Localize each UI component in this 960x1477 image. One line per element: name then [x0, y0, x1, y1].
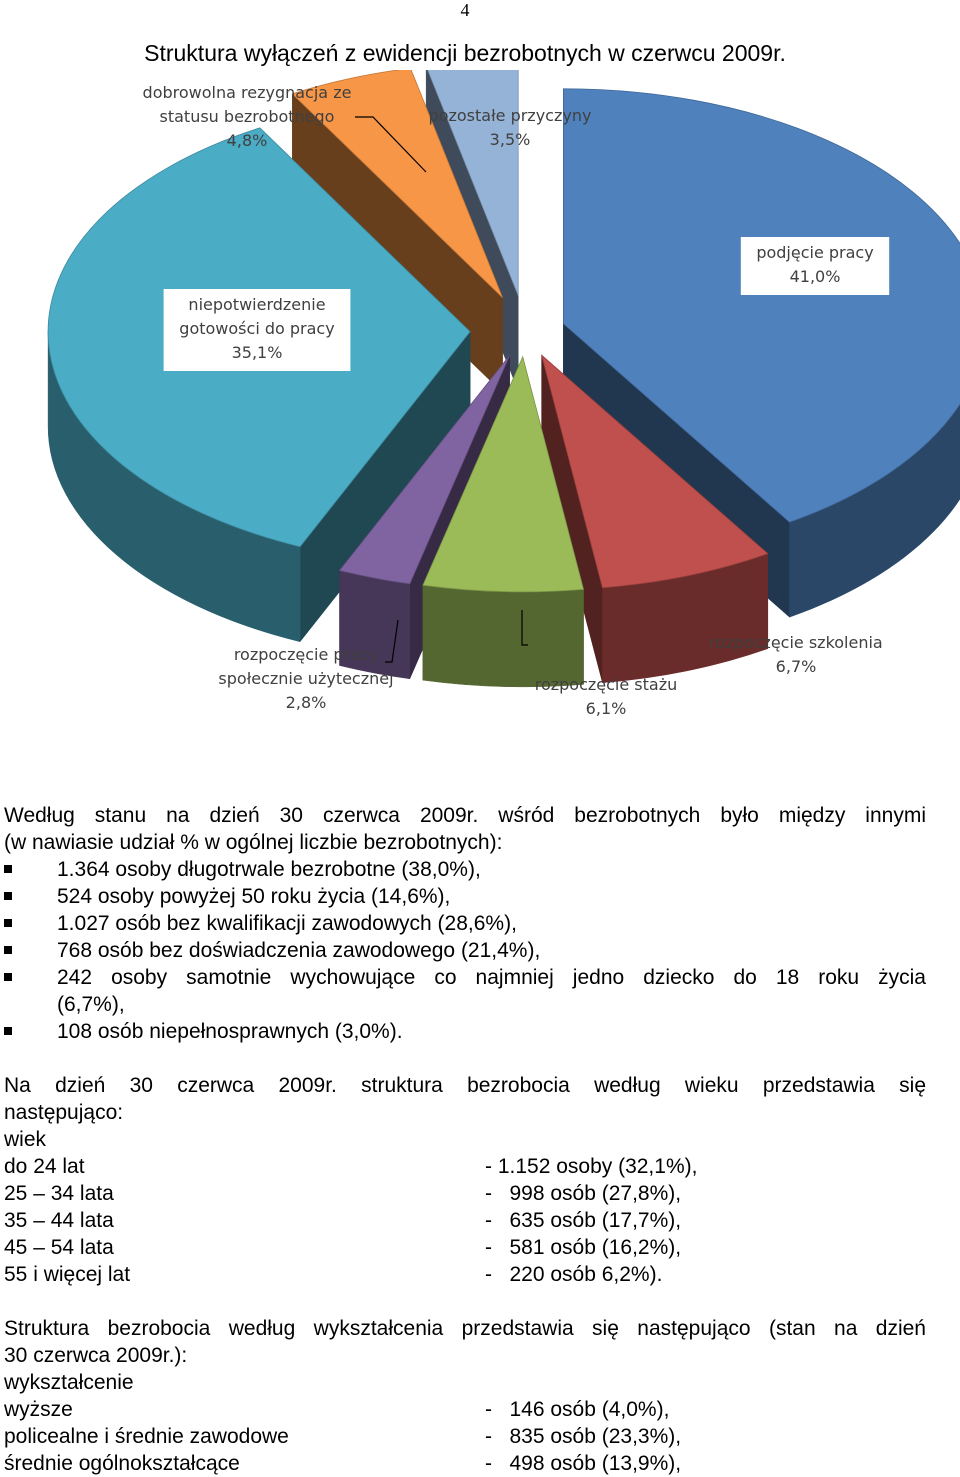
pie-slice-rozpoczecie-stazu [422, 355, 585, 688]
slice-label-line: 6,1% [586, 699, 627, 718]
pie-chart: podjęcie pracy 41,0% rozpoczęcie szkolenia… [47, 70, 960, 718]
slice-label-line: pozostałe przyczyny [429, 106, 592, 125]
leader-line-prace-spoleczne [385, 619, 399, 663]
table-row: 35 – 44 lata - 635 osób (17,7%), [4, 1209, 682, 1232]
slice-label-line: społecznie użytecznej [218, 669, 393, 688]
table-row: 25 – 34 lata - 998 osób (27,8%), [4, 1182, 682, 1205]
list-item: 108 osób niepełnosprawnych (3,0%). [4, 1018, 926, 1045]
slice-label-line: 3,5% [490, 130, 531, 149]
slice-label-line: 41,0% [790, 267, 841, 286]
slice-label-line: 35,1% [232, 343, 283, 362]
age-heading: wiek [4, 1128, 47, 1151]
section-age: Na dzień 30 czerwca 2009r. struktura bez… [4, 1072, 926, 1288]
section3-intro: Struktura bezrobocia według wykształceni… [4, 1317, 926, 1340]
table-row: średnie ogólnokształcące - 498 osób (13,9… [4, 1452, 682, 1475]
slice-label-pozostale: pozostałe przyczyny 3,5% [429, 106, 592, 149]
slice-label-dobrowolna-rezygnacja: dobrowolna rezygnacja ze statusu bezrobot… [143, 83, 352, 150]
leader-line-dobrowolna-rezygnacja [355, 116, 427, 173]
special-groups-list: 1.364 osoby długotrwale bezrobotne (38,0… [4, 856, 926, 1045]
section1-intro-2: (w nawiasie udział % w ogólnej liczbie b… [4, 831, 503, 854]
slice-label-line: rozpoczęcie stażu [535, 675, 678, 694]
chart-title: Struktura wyłączeń z ewidencji bezrobotn… [144, 40, 786, 66]
pie-slice-rozpoczecie-szkolenia [540, 354, 769, 684]
leader-line-rozpoczecie-stazu [521, 610, 528, 646]
list-item: 1.027 osób bez kwalifikacji zawodowych (… [4, 910, 926, 937]
table-row: policealne i średnie zawodowe - 835 osób … [4, 1425, 682, 1448]
table-row: wyższe - 146 osób (4,0%), [4, 1398, 670, 1421]
slice-label-line: rozpoczęcie szkolenia [709, 633, 882, 652]
section3-intro-2: 30 czerwca 2009r.): [4, 1344, 188, 1367]
slice-label-line: 4,8% [227, 131, 268, 150]
section-special-groups: Według stanu na dzień 30 czerwca 2009r. … [4, 802, 926, 1045]
table-row: do 24 lat - 1.152 osoby (32,1%), [4, 1155, 698, 1178]
table-row: 45 – 54 lata - 581 osób (16,2%), [4, 1236, 682, 1259]
list-item: 242 osoby samotnie wychowujące co najmni… [4, 964, 926, 991]
section2-intro: Na dzień 30 czerwca 2009r. struktura bez… [4, 1074, 926, 1097]
slice-label-line: gotowości do pracy [179, 319, 334, 338]
page-number: 4 [460, 0, 470, 20]
slice-label-prace-spoleczne: rozpoczęcie pracy społecznie użytecznej 2,… [218, 645, 393, 712]
list-item: 1.364 osoby długotrwale bezrobotne (38,0… [4, 856, 926, 883]
list-item-continuation: (6,7%), [57, 993, 125, 1016]
slice-label-line: statusu bezrobotnego [160, 107, 335, 126]
section-education: Struktura bezrobocia według wykształceni… [4, 1315, 926, 1477]
education-heading: wykształcenie [4, 1371, 134, 1394]
slice-label-line: 2,8% [286, 693, 327, 712]
section1-intro: Według stanu na dzień 30 czerwca 2009r. … [4, 804, 926, 827]
slice-label-line: 6,7% [776, 657, 817, 676]
section2-intro-2: następująco: [4, 1101, 124, 1124]
list-item: 768 osób bez doświadczenia zawodowego (2… [4, 937, 926, 964]
slice-label-podjecie-pracy: podjęcie pracy 41,0% [740, 237, 890, 295]
slice-label-line: niepotwierdzenie [188, 295, 325, 314]
slice-label-niepotwierdzenie: niepotwierdzenie gotowości do pracy 35,1% [163, 289, 351, 371]
slice-label-line: podjęcie pracy [756, 243, 873, 262]
table-row: 55 i więcej lat - 220 osób 6,2%). [4, 1263, 663, 1286]
slice-label-rozpoczecie-stazu: rozpoczęcie stażu 6,1% [535, 675, 678, 718]
slice-label-line: rozpoczęcie pracy [234, 645, 378, 664]
slice-label-rozpoczecie-szkolenia: rozpoczęcie szkolenia 6,7% [709, 633, 882, 676]
list-item: 524 osoby powyżej 50 roku życia (14,6%), [4, 883, 926, 910]
slice-label-line: dobrowolna rezygnacja ze [143, 83, 352, 102]
